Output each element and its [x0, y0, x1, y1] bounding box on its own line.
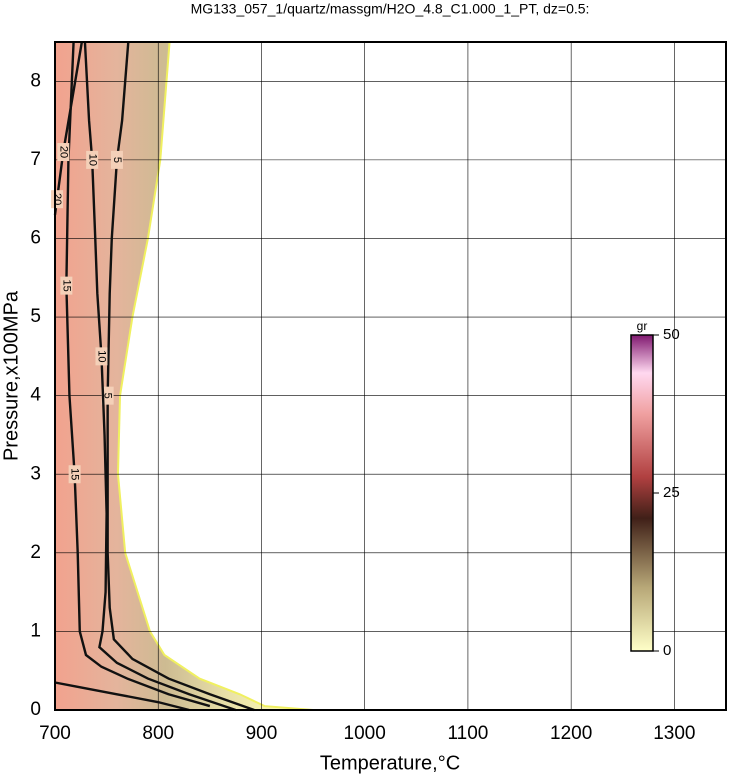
contour-label-bg	[68, 465, 81, 484]
contour-label-bg	[101, 386, 114, 405]
x-tick-label: 1300	[653, 723, 695, 744]
x-tick-label: 1100	[447, 723, 488, 744]
y-tick-label: 1	[30, 620, 41, 641]
x-tick-label: 800	[142, 723, 174, 744]
contour-label: 15	[60, 279, 72, 291]
y-tick-label: 5	[30, 306, 41, 327]
contour-label: 5	[102, 393, 114, 399]
contour-label-bg	[86, 150, 99, 169]
y-tick-label: 2	[30, 542, 41, 563]
plot-area: 700 800 900 1000 1100 1200 1300 0 1 2 3 4 5 6 7 8 5 5 10 10…	[30, 41, 727, 744]
colorbar-label: gr	[637, 319, 648, 333]
x-tick-label: 1000	[344, 723, 386, 744]
x-tick-label: 700	[39, 723, 71, 744]
contour-label: 5	[111, 157, 123, 163]
chart-title: MG133_057_1/quartz/massgm/H2O_4.8_C1.000…	[191, 1, 590, 17]
colorbar-tick-label: 0	[663, 642, 671, 659]
y-tick-label: 7	[30, 149, 41, 170]
field-boundary	[54, 41, 314, 711]
contour-label: 15	[69, 468, 81, 480]
x-axis-label: Temperature,°C	[320, 752, 460, 774]
contour-label-bg	[60, 276, 73, 295]
y-tick-label: 6	[30, 227, 41, 248]
plot-frame	[54, 41, 727, 711]
contour-label-bg	[57, 143, 70, 162]
contour-label: 10	[86, 154, 98, 166]
y-tick-label: 3	[30, 463, 41, 484]
y-axis-label: Pressure,x100MPa	[0, 290, 22, 461]
colorbar	[630, 334, 654, 652]
contour-line	[65, 41, 211, 708]
contour-label: 20	[51, 193, 63, 205]
x-tick-label: 900	[246, 723, 278, 744]
y-tick-label: 0	[30, 699, 41, 720]
contour-label-bg	[95, 347, 108, 366]
y-tick-label: 4	[30, 385, 41, 406]
contour-line	[83, 41, 237, 712]
contour-label-bg	[110, 150, 123, 169]
colorbar-tick-label: 50	[663, 326, 680, 343]
contour-label: 10	[96, 350, 108, 362]
x-tick-label: 1200	[550, 723, 592, 744]
contour-label: 20	[57, 146, 69, 158]
y-tick-label: 8	[30, 70, 41, 91]
colorbar-tick-label: 25	[663, 484, 680, 501]
